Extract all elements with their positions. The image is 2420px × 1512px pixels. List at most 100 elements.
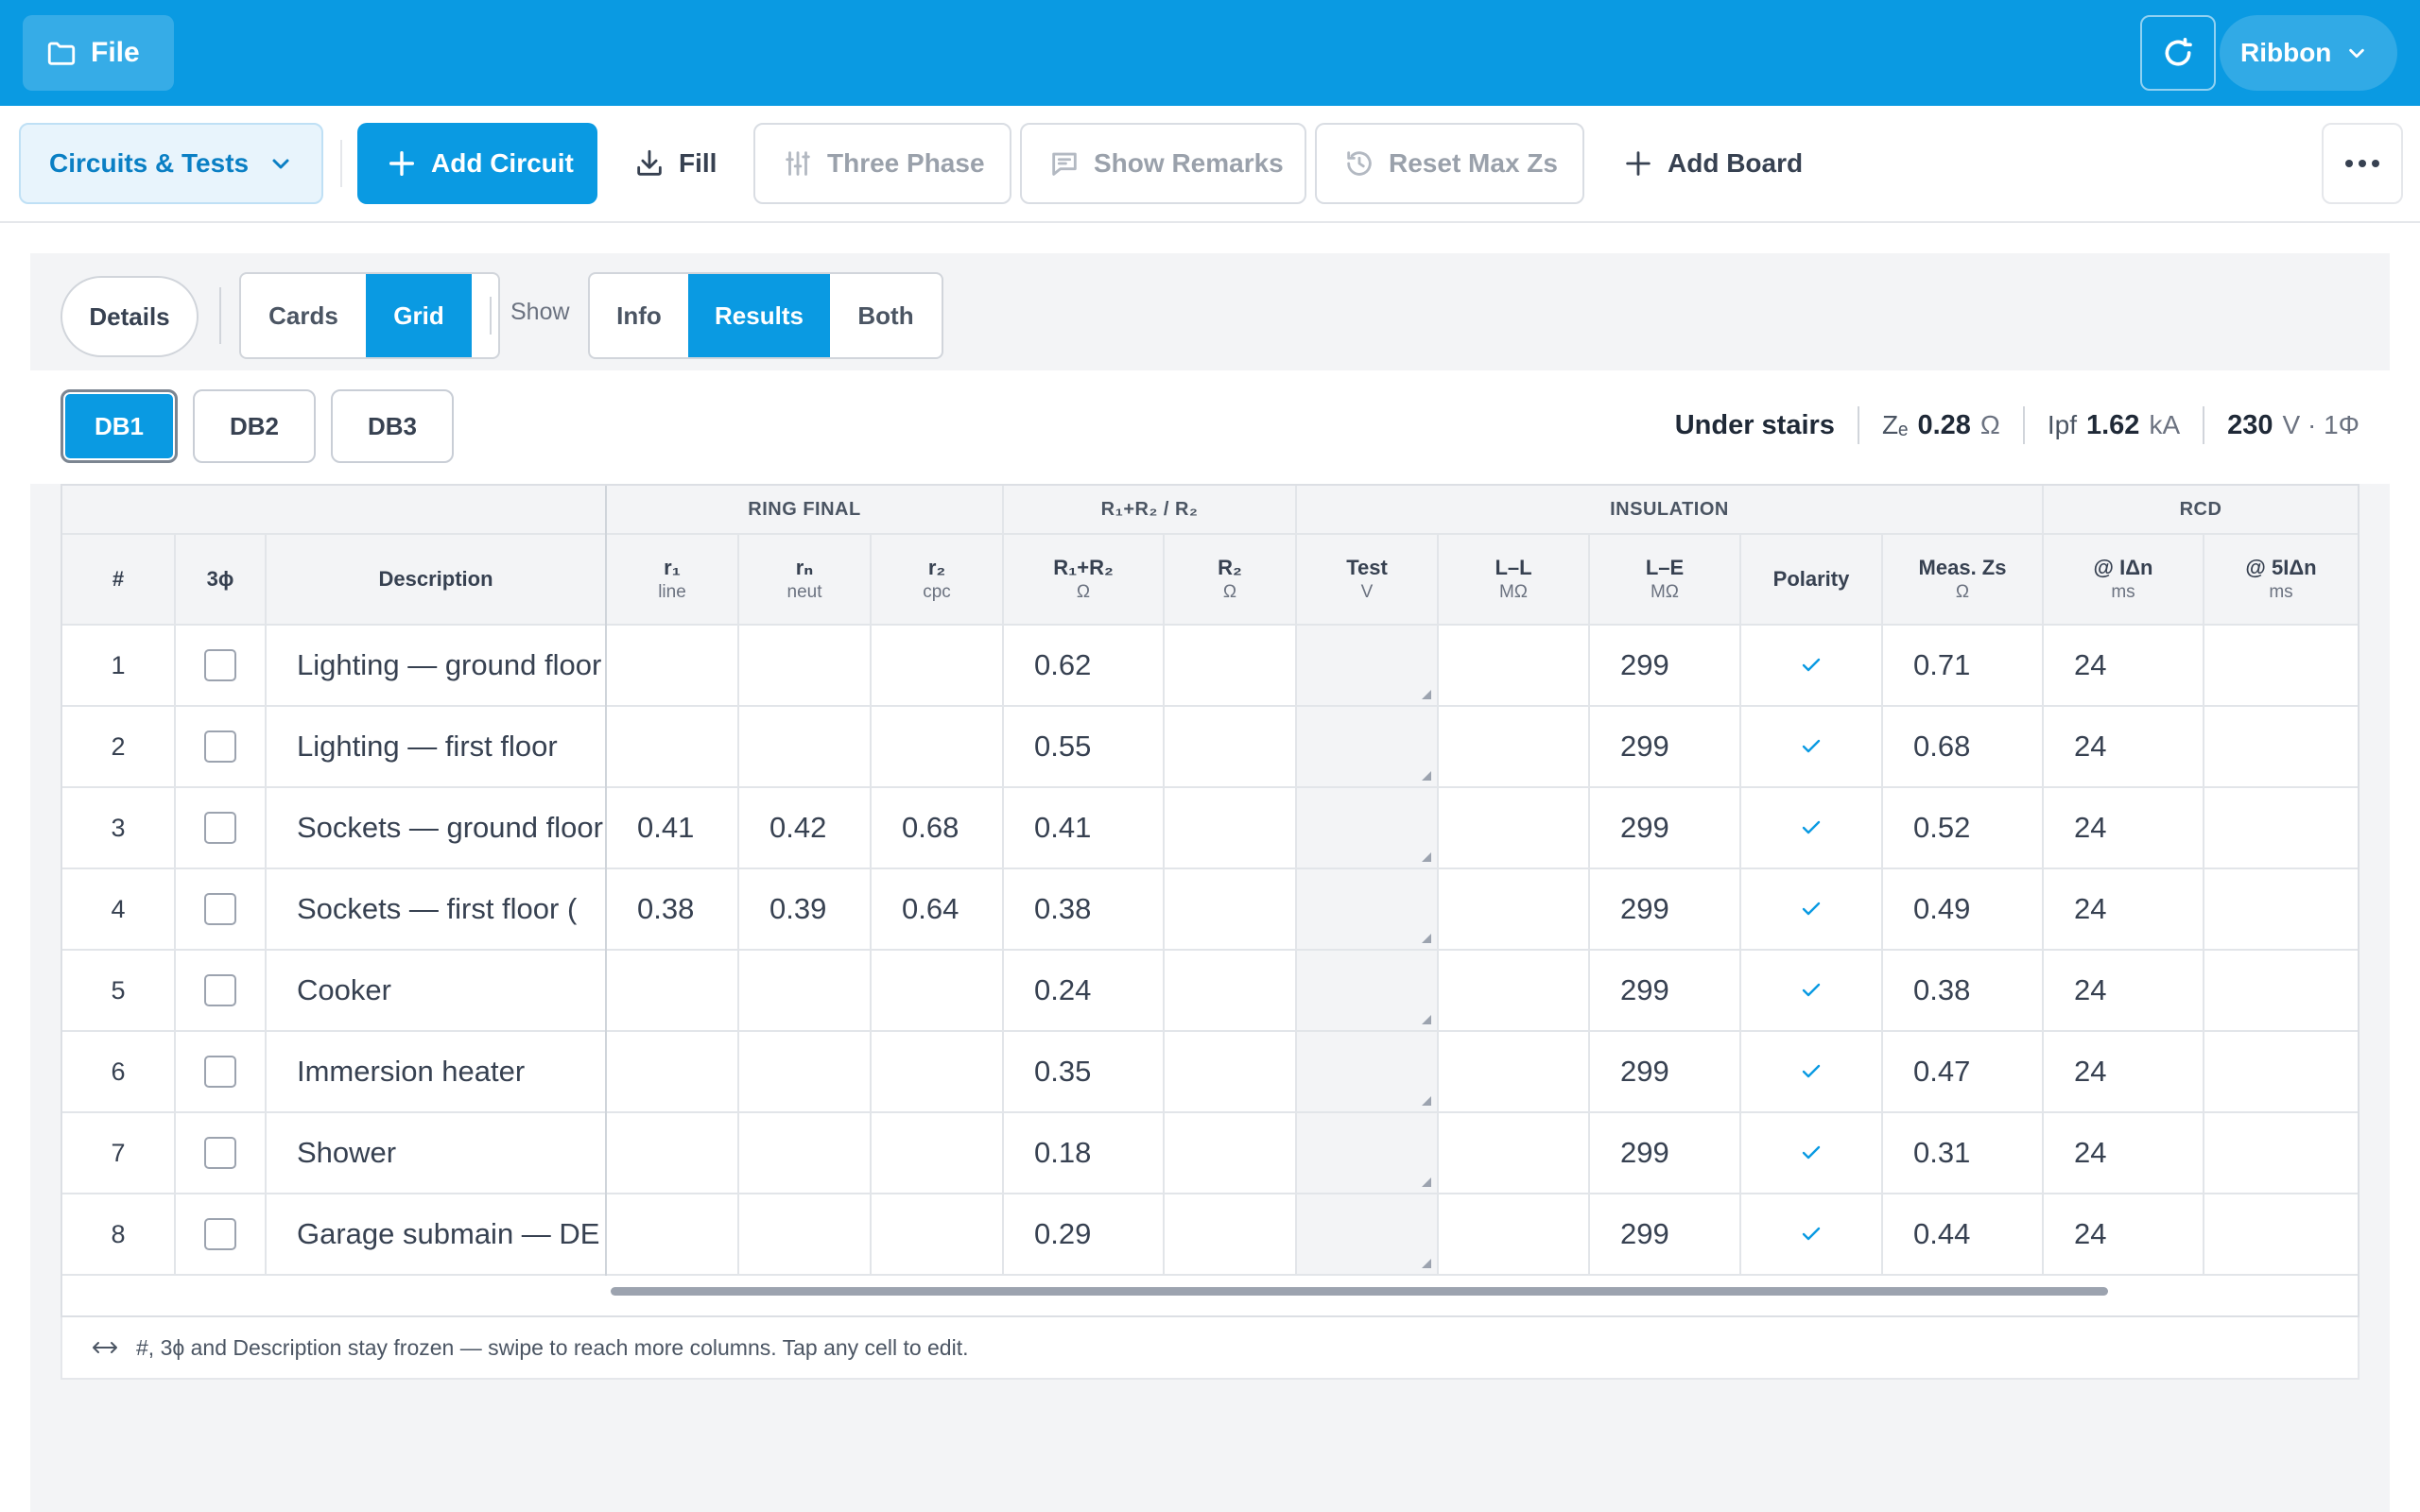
result-cell-zs[interactable]: 0.31: [1883, 1113, 2044, 1194]
result-cell-r2[interactable]: [872, 1194, 1004, 1276]
result-cell-test[interactable]: [1297, 1032, 1439, 1113]
result-cell-rn[interactable]: [739, 1113, 872, 1194]
file-button[interactable]: File: [23, 15, 174, 91]
result-cell-r2[interactable]: [872, 707, 1004, 788]
resize-handle[interactable]: [1422, 1096, 1431, 1106]
result-cell-ll[interactable]: [1439, 707, 1590, 788]
circuit-description[interactable]: Cooker: [267, 951, 607, 1032]
result-cell-idn5[interactable]: [2204, 1194, 2358, 1276]
result-cell-idn[interactable]: 24: [2044, 707, 2204, 788]
result-cell-le[interactable]: 299: [1590, 869, 1741, 951]
result-cell-r1r2[interactable]: 0.24: [1004, 951, 1165, 1032]
resize-handle[interactable]: [1422, 934, 1431, 943]
result-cell-ll[interactable]: [1439, 1032, 1590, 1113]
three-phase-checkbox-cell[interactable]: [176, 707, 267, 788]
three-phase-checkbox[interactable]: [204, 812, 236, 844]
result-cell-r1[interactable]: [607, 626, 739, 707]
circuit-description[interactable]: Sockets — first floor (: [267, 869, 607, 951]
result-cell-zs[interactable]: 0.44: [1883, 1194, 2044, 1276]
result-cell-le[interactable]: 299: [1590, 1194, 1741, 1276]
reset-max-zs-button[interactable]: Reset Max Zs: [1315, 123, 1584, 204]
result-cell-zs[interactable]: 0.49: [1883, 869, 2044, 951]
result-cell-r1[interactable]: [607, 951, 739, 1032]
result-cell-rn[interactable]: [739, 951, 872, 1032]
fill-button[interactable]: Fill: [614, 123, 737, 204]
result-cell-R2[interactable]: [1165, 788, 1297, 869]
polarity-cell[interactable]: [1741, 707, 1883, 788]
result-cell-idn[interactable]: 24: [2044, 788, 2204, 869]
result-cell-R2[interactable]: [1165, 1194, 1297, 1276]
result-cell-R2[interactable]: [1165, 869, 1297, 951]
result-cell-r1r2[interactable]: 0.38: [1004, 869, 1165, 951]
three-phase-checkbox-cell[interactable]: [176, 1194, 267, 1276]
board-tab-db2[interactable]: DB2: [193, 389, 316, 463]
polarity-cell[interactable]: [1741, 1032, 1883, 1113]
resize-handle[interactable]: [1422, 1015, 1431, 1024]
details-button[interactable]: Details: [60, 276, 199, 357]
result-cell-le[interactable]: 299: [1590, 788, 1741, 869]
result-cell-idn5[interactable]: [2204, 1032, 2358, 1113]
result-cell-R2[interactable]: [1165, 707, 1297, 788]
result-cell-zs[interactable]: 0.52: [1883, 788, 2044, 869]
polarity-cell[interactable]: [1741, 951, 1883, 1032]
result-cell-r1r2[interactable]: 0.62: [1004, 626, 1165, 707]
result-cell-ll[interactable]: [1439, 1194, 1590, 1276]
add-circuit-button[interactable]: Add Circuit: [357, 123, 597, 204]
result-cell-R2[interactable]: [1165, 951, 1297, 1032]
three-phase-checkbox[interactable]: [204, 730, 236, 763]
resize-handle[interactable]: [1422, 690, 1431, 699]
result-cell-r1r2[interactable]: 0.18: [1004, 1113, 1165, 1194]
result-cell-le[interactable]: 299: [1590, 1032, 1741, 1113]
result-cell-zs[interactable]: 0.38: [1883, 951, 2044, 1032]
result-cell-idn[interactable]: 24: [2044, 1032, 2204, 1113]
result-cell-r2[interactable]: 0.64: [872, 869, 1004, 951]
board-tab-db3[interactable]: DB3: [331, 389, 454, 463]
polarity-cell[interactable]: [1741, 626, 1883, 707]
circuits-tests-dropdown[interactable]: Circuits & Tests: [19, 123, 323, 204]
result-cell-idn5[interactable]: [2204, 707, 2358, 788]
result-cell-ll[interactable]: [1439, 1113, 1590, 1194]
three-phase-checkbox[interactable]: [204, 974, 236, 1006]
sync-button[interactable]: [2140, 15, 2216, 91]
result-cell-r2[interactable]: [872, 626, 1004, 707]
result-cell-idn[interactable]: 24: [2044, 1113, 2204, 1194]
result-cell-test[interactable]: [1297, 1113, 1439, 1194]
show-remarks-button[interactable]: Show Remarks: [1020, 123, 1306, 204]
result-cell-rn[interactable]: [739, 1194, 872, 1276]
result-cell-le[interactable]: 299: [1590, 707, 1741, 788]
board-tab-db1[interactable]: DB1: [60, 389, 178, 463]
view-option-cards[interactable]: Cards: [268, 301, 338, 330]
result-cell-r1[interactable]: [607, 1113, 739, 1194]
result-cell-test[interactable]: [1297, 951, 1439, 1032]
result-cell-R2[interactable]: [1165, 1113, 1297, 1194]
horizontal-scrollbar[interactable]: [611, 1287, 2108, 1296]
result-cell-zs[interactable]: 0.68: [1883, 707, 2044, 788]
result-cell-r1r2[interactable]: 0.55: [1004, 707, 1165, 788]
result-cell-rn[interactable]: 0.39: [739, 869, 872, 951]
result-cell-test[interactable]: [1297, 1194, 1439, 1276]
result-cell-r1r2[interactable]: 0.29: [1004, 1194, 1165, 1276]
result-cell-rn[interactable]: [739, 707, 872, 788]
result-cell-test[interactable]: [1297, 626, 1439, 707]
result-cell-r1r2[interactable]: 0.41: [1004, 788, 1165, 869]
result-cell-idn5[interactable]: [2204, 788, 2358, 869]
result-cell-zs[interactable]: 0.71: [1883, 626, 2044, 707]
polarity-cell[interactable]: [1741, 869, 1883, 951]
add-board-button[interactable]: Add Board: [1607, 123, 1815, 204]
result-cell-test[interactable]: [1297, 788, 1439, 869]
result-cell-ll[interactable]: [1439, 788, 1590, 869]
result-cell-idn5[interactable]: [2204, 626, 2358, 707]
three-phase-checkbox-cell[interactable]: [176, 1113, 267, 1194]
three-phase-checkbox[interactable]: [204, 893, 236, 925]
result-cell-idn[interactable]: 24: [2044, 869, 2204, 951]
three-phase-checkbox-cell[interactable]: [176, 951, 267, 1032]
result-cell-r1[interactable]: [607, 1194, 739, 1276]
three-phase-checkbox[interactable]: [204, 1056, 236, 1088]
result-cell-idn5[interactable]: [2204, 951, 2358, 1032]
resize-handle[interactable]: [1422, 771, 1431, 781]
result-cell-le[interactable]: 299: [1590, 1113, 1741, 1194]
result-cell-R2[interactable]: [1165, 1032, 1297, 1113]
result-cell-r1[interactable]: [607, 707, 739, 788]
circuit-description[interactable]: Lighting — first floor: [267, 707, 607, 788]
resize-handle[interactable]: [1422, 852, 1431, 862]
